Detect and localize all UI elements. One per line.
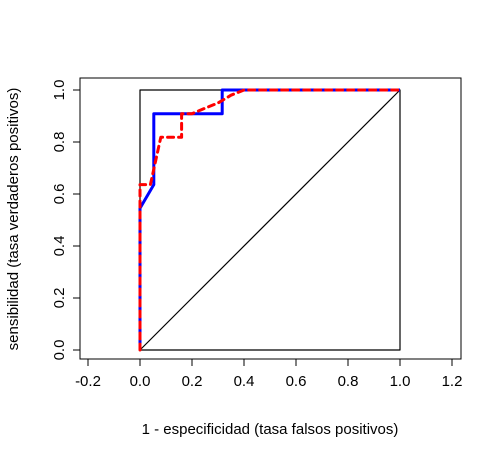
y-tick-label: 0.4 [51, 236, 68, 257]
x-tick-label: 0.0 [130, 373, 151, 390]
x-tick-label: 1.2 [442, 373, 463, 390]
y-tick-label: 0.6 [51, 184, 68, 205]
diagonal-line [139, 89, 401, 351]
x-tick-label: 0.6 [286, 373, 307, 390]
x-axis: -0.2 0.0 0.2 0.4 0.6 0.8 1.0 1.2 [75, 358, 463, 390]
y-tick-label: 0.2 [51, 288, 68, 309]
x-tick-label: 0.4 [234, 373, 255, 390]
y-tick-label: 0.8 [51, 132, 68, 153]
y-axis: 0.0 0.2 0.4 0.6 0.8 1.0 [51, 80, 81, 361]
series-layer [138, 88, 402, 352]
x-tick-label: 1.0 [390, 373, 411, 390]
x-tick-label: -0.2 [75, 373, 101, 390]
x-tick-label: 0.8 [338, 373, 359, 390]
x-axis-label: 1 - especificidad (tasa falsos positivos… [142, 421, 399, 438]
roc-curve-red-dashed [138, 88, 402, 352]
y-axis-label: sensibilidad (tasa verdaderos positivos) [5, 88, 22, 351]
x-tick-label: 0.2 [182, 373, 203, 390]
plot-frame [79, 77, 462, 360]
y-tick-label: 0.0 [51, 340, 68, 361]
y-tick-label: 1.0 [51, 80, 68, 101]
